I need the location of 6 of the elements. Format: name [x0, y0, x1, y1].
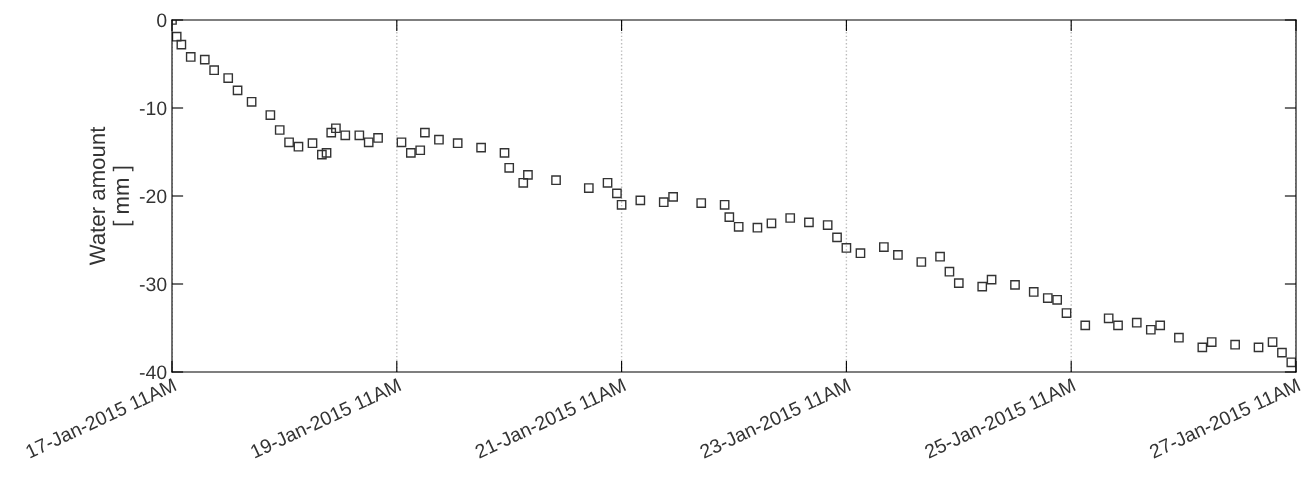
y-tick-label: -20 — [139, 189, 167, 204]
y-tick-label: -40 — [139, 365, 167, 380]
y-axis-title: Water amount [ mm ] — [89, 126, 134, 266]
y-tick-label: -10 — [139, 101, 167, 116]
y-tick-label: 0 — [157, 13, 167, 28]
y-tick-label: -30 — [139, 277, 167, 292]
